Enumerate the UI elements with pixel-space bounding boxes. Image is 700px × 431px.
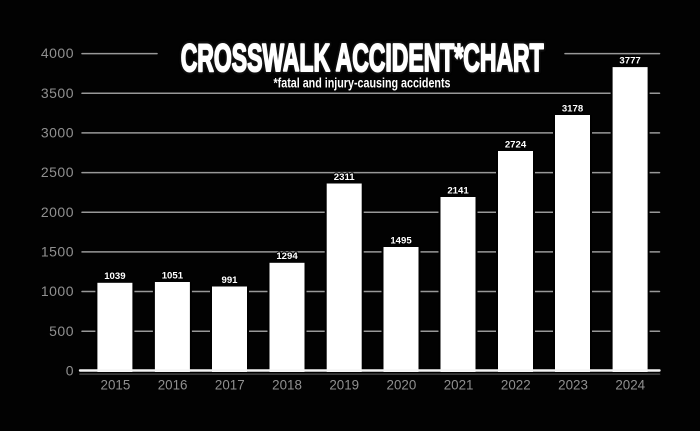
svg-text:3178: 3178 (562, 103, 584, 114)
svg-text:1051: 1051 (162, 270, 184, 281)
svg-text:*fatal and injury-causing acci: *fatal and injury-causing accidents (274, 75, 451, 91)
svg-text:2724: 2724 (505, 139, 527, 150)
svg-text:991: 991 (221, 275, 238, 286)
svg-text:1294: 1294 (276, 251, 298, 262)
svg-text:2019: 2019 (329, 377, 359, 392)
svg-text:2018: 2018 (272, 377, 302, 392)
svg-text:3500: 3500 (41, 85, 74, 101)
svg-text:4000: 4000 (41, 45, 74, 61)
svg-text:2016: 2016 (158, 377, 188, 392)
svg-text:CROSSWALK ACCIDENT*CHART: CROSSWALK ACCIDENT*CHART (181, 36, 544, 80)
svg-text:2017: 2017 (215, 377, 245, 392)
svg-text:2021: 2021 (444, 377, 474, 392)
svg-text:3777: 3777 (619, 56, 640, 67)
svg-text:2311: 2311 (334, 172, 355, 183)
svg-text:2024: 2024 (615, 377, 645, 392)
svg-text:500: 500 (49, 323, 74, 339)
svg-text:2000: 2000 (41, 204, 74, 220)
svg-text:2023: 2023 (558, 377, 588, 392)
svg-text:0: 0 (66, 363, 74, 379)
svg-text:CROSSWALK ACCIDENT*CHART: CROSSWALK ACCIDENT*CHART (181, 36, 544, 80)
svg-text:2141: 2141 (447, 185, 469, 196)
svg-text:2500: 2500 (41, 164, 74, 180)
svg-text:2020: 2020 (387, 377, 417, 392)
svg-text:2015: 2015 (101, 377, 131, 392)
svg-text:1039: 1039 (104, 271, 125, 282)
svg-text:2022: 2022 (501, 377, 531, 392)
svg-text:1000: 1000 (41, 283, 74, 299)
svg-text:1500: 1500 (41, 244, 74, 260)
svg-text:1495: 1495 (390, 235, 412, 246)
svg-text:3000: 3000 (41, 125, 74, 141)
